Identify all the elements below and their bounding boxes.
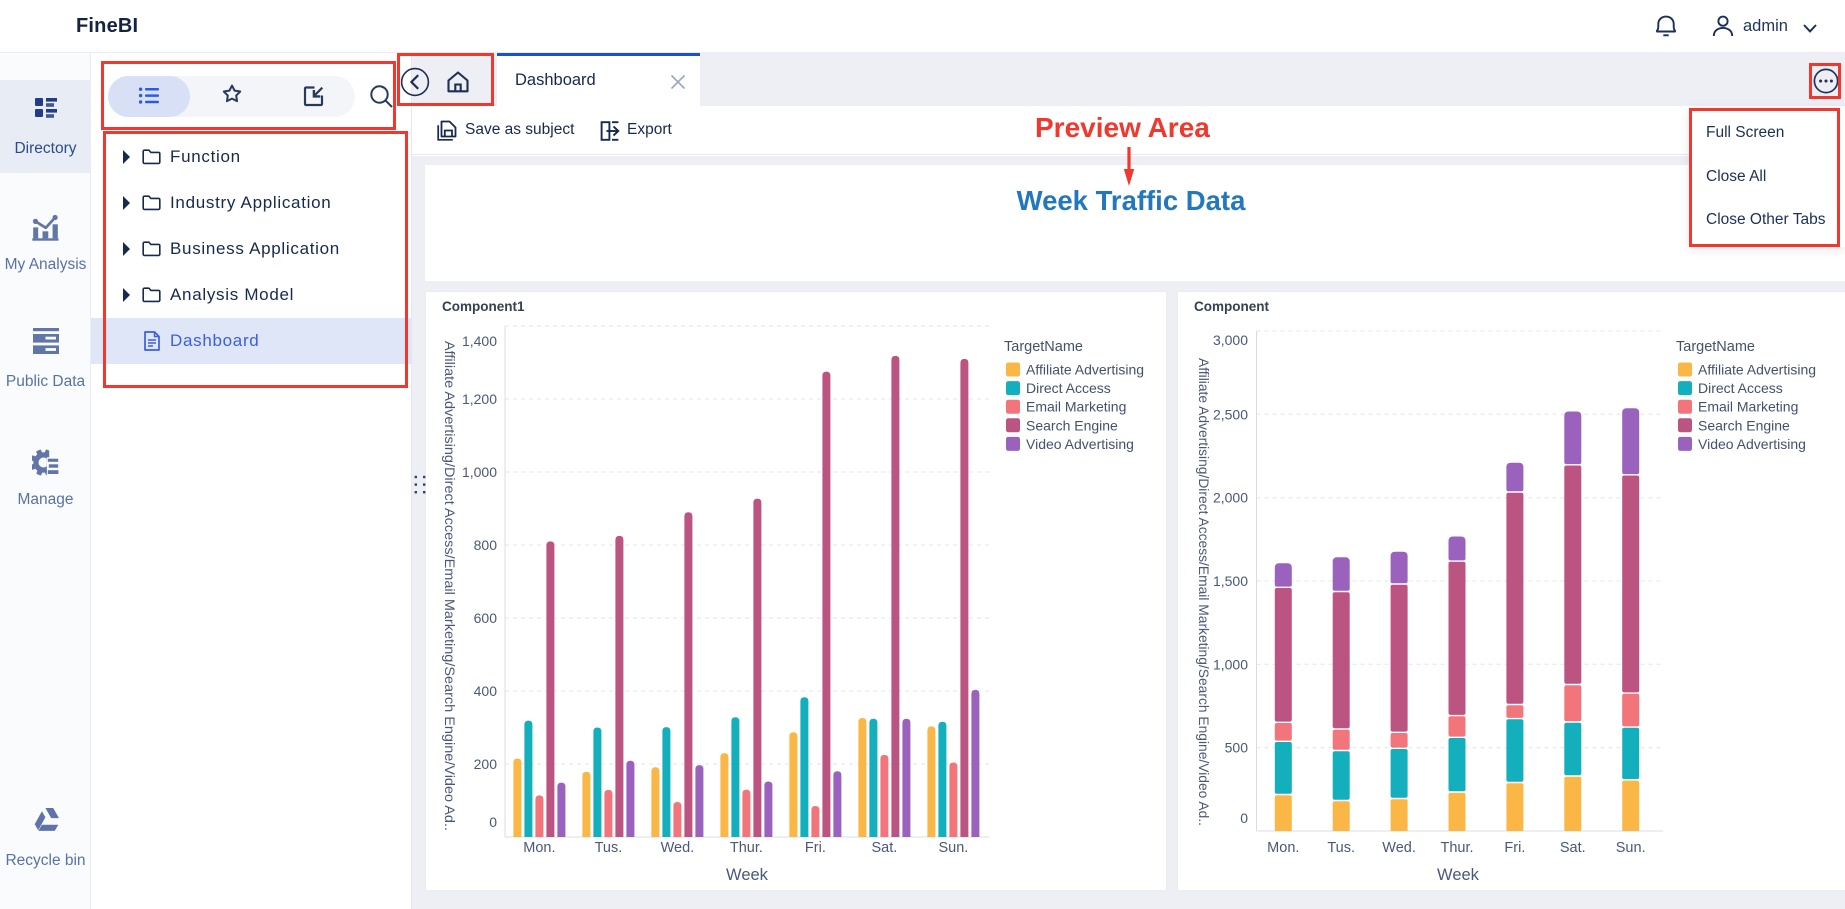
svg-text:1,000: 1,000: [462, 464, 497, 480]
svg-text:1,200: 1,200: [462, 391, 497, 407]
svg-text:Affiliate Advertising: Affiliate Advertising: [1026, 362, 1144, 378]
svg-text:Sun.: Sun.: [1616, 840, 1646, 856]
svg-text:800: 800: [474, 537, 498, 553]
svg-text:3,000: 3,000: [1213, 332, 1248, 348]
svg-text:Video Advertising: Video Advertising: [1026, 436, 1134, 452]
svg-text:Week: Week: [1437, 866, 1480, 884]
svg-text:Thur.: Thur.: [730, 840, 763, 856]
svg-text:TargetName: TargetName: [1004, 339, 1083, 355]
svg-text:Wed.: Wed.: [1382, 840, 1416, 856]
svg-text:Search Engine: Search Engine: [1026, 417, 1118, 433]
svg-text:Affiliate Advertising: Affiliate Advertising: [1698, 362, 1816, 378]
svg-text:Affiliate Advertising/Direct A: Affiliate Advertising/Direct Access/Emai…: [1196, 358, 1211, 826]
svg-text:Fri.: Fri.: [1504, 840, 1525, 856]
svg-text:0: 0: [1240, 810, 1248, 826]
svg-text:Fri.: Fri.: [805, 840, 826, 856]
svg-text:Direct Access: Direct Access: [1698, 380, 1783, 396]
svg-text:Sun.: Sun.: [938, 840, 968, 856]
svg-text:Mon.: Mon.: [1267, 840, 1299, 856]
svg-text:200: 200: [474, 756, 498, 772]
svg-text:Email Marketing: Email Marketing: [1026, 399, 1126, 415]
svg-text:1,400: 1,400: [462, 333, 497, 349]
svg-text:Component1: Component1: [442, 299, 525, 314]
svg-text:400: 400: [474, 683, 498, 699]
svg-text:TargetName: TargetName: [1676, 339, 1755, 355]
svg-text:0: 0: [489, 814, 497, 830]
svg-text:Wed.: Wed.: [661, 840, 695, 856]
svg-text:Direct Access: Direct Access: [1026, 380, 1111, 396]
svg-text:Tus.: Tus.: [595, 840, 623, 856]
svg-text:Component: Component: [1194, 299, 1269, 314]
svg-text:Tus.: Tus.: [1327, 840, 1355, 856]
svg-text:2,000: 2,000: [1213, 490, 1248, 506]
svg-text:Search Engine: Search Engine: [1698, 417, 1790, 433]
svg-text:Week: Week: [726, 866, 769, 884]
svg-text:Video Advertising: Video Advertising: [1698, 436, 1806, 452]
svg-text:Thur.: Thur.: [1440, 840, 1473, 856]
svg-text:2,500: 2,500: [1213, 406, 1248, 422]
svg-text:500: 500: [1225, 740, 1249, 756]
svg-text:Sat.: Sat.: [1560, 840, 1586, 856]
svg-text:600: 600: [474, 610, 498, 626]
svg-text:1,000: 1,000: [1213, 656, 1248, 672]
svg-text:Email Marketing: Email Marketing: [1698, 399, 1798, 415]
svg-text:Affiliate Advertising/Direct A: Affiliate Advertising/Direct Access/Emai…: [442, 341, 457, 831]
svg-text:1,500: 1,500: [1213, 573, 1248, 589]
svg-text:Sat.: Sat.: [872, 840, 898, 856]
svg-text:Mon.: Mon.: [523, 840, 555, 856]
